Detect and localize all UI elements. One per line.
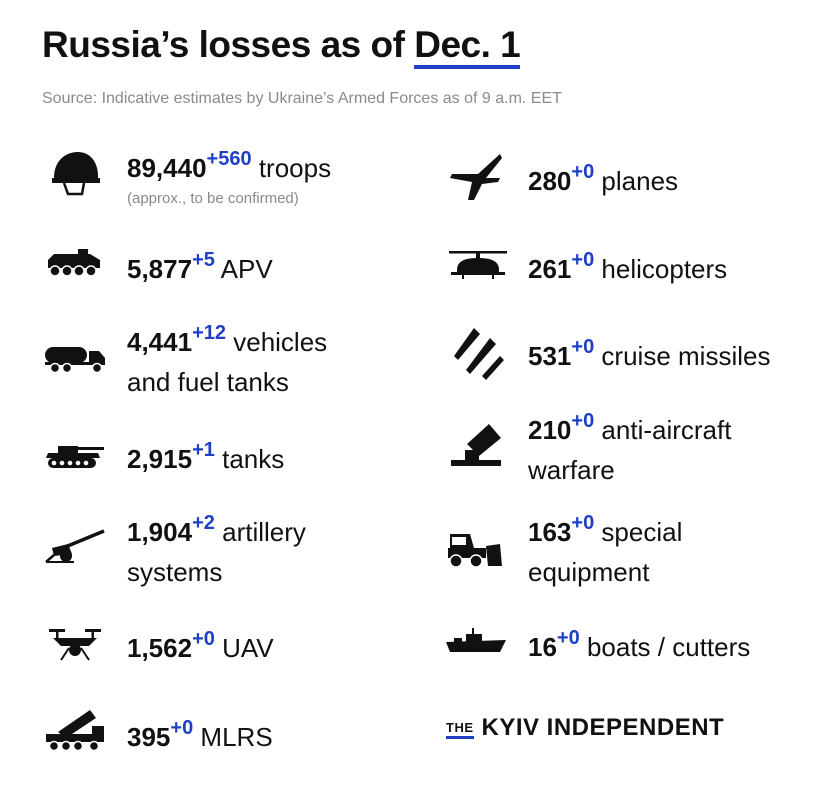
stat-delta: +0 xyxy=(170,717,194,739)
stat-label: MLRS xyxy=(193,722,273,752)
drone-icon xyxy=(47,626,103,662)
plane-icon xyxy=(448,152,504,204)
stat-number: 163 xyxy=(528,517,572,547)
stat-number: 531 xyxy=(528,341,572,371)
stat-label: tanks xyxy=(214,444,285,474)
title-date: Dec. 1 xyxy=(414,26,521,69)
bulldozer-icon xyxy=(444,526,504,568)
stat-label: planes xyxy=(594,166,679,196)
stat-number: 395 xyxy=(127,722,171,752)
stat-note: (approx., to be confirmed) xyxy=(127,190,299,207)
stat-delta: +0 xyxy=(571,512,595,534)
ship-icon xyxy=(444,626,508,656)
helmet-icon xyxy=(48,150,102,198)
artillery-icon xyxy=(44,528,106,564)
fuel-truck-icon xyxy=(43,343,107,373)
stat-delta: +560 xyxy=(206,148,252,170)
stat-number: 4,441 xyxy=(127,327,193,357)
stat-label: troops xyxy=(251,153,332,183)
missiles-icon xyxy=(450,326,504,380)
stat-number: 5,877 xyxy=(127,254,193,284)
kyiv-independent-logo: THE KYIV INDEPENDENT xyxy=(446,714,724,742)
stat-label-line2: warfare xyxy=(528,455,615,485)
stat-label: special xyxy=(594,517,683,547)
stat-delta: +0 xyxy=(556,627,580,649)
stat-number: 210 xyxy=(528,415,572,445)
stat-label: APV xyxy=(214,254,273,284)
stat-label-line2: and fuel tanks xyxy=(127,367,289,397)
stat-delta: +2 xyxy=(192,512,215,534)
stat-number: 280 xyxy=(528,166,572,196)
stat-label: artillery xyxy=(214,517,306,547)
stat-label: boats / cutters xyxy=(579,632,751,662)
stat-delta: +0 xyxy=(192,628,215,650)
helicopter-icon xyxy=(447,248,509,280)
stat-label-line2: systems xyxy=(127,557,223,587)
stat-delta: +5 xyxy=(192,249,215,271)
stat-number: 89,440 xyxy=(127,153,207,183)
anti-aircraft-icon xyxy=(447,420,503,470)
stat-delta: +0 xyxy=(571,249,595,271)
stat-label: cruise missiles xyxy=(594,341,771,371)
stat-number: 16 xyxy=(528,632,557,662)
stat-label: UAV xyxy=(214,633,274,663)
mlrs-icon xyxy=(44,708,106,752)
tank-icon xyxy=(44,440,106,470)
source-note: Source: Indicative estimates by Ukraine’… xyxy=(42,90,562,107)
stat-delta: +12 xyxy=(192,322,227,344)
stat-label: vehicles xyxy=(226,327,328,357)
stat-delta: +1 xyxy=(192,439,215,461)
stat-label: helicopters xyxy=(594,254,728,284)
stat-number: 261 xyxy=(528,254,572,284)
logo-name: KYIV INDEPENDENT xyxy=(481,714,725,741)
stat-delta: +0 xyxy=(571,336,595,358)
page-title: Russia’s losses as of Dec. 1 xyxy=(42,24,521,69)
logo-the: THE xyxy=(446,721,474,739)
stat-label: anti-aircraft xyxy=(594,415,732,445)
stat-number: 2,915 xyxy=(127,444,193,474)
stat-number: 1,562 xyxy=(127,633,193,663)
stat-label-line2: equipment xyxy=(528,557,650,587)
title-prefix: Russia’s losses as of xyxy=(42,24,415,65)
stat-number: 1,904 xyxy=(127,517,193,547)
stat-delta: +0 xyxy=(571,410,595,432)
apv-icon xyxy=(44,248,104,278)
stat-delta: +0 xyxy=(571,161,595,183)
